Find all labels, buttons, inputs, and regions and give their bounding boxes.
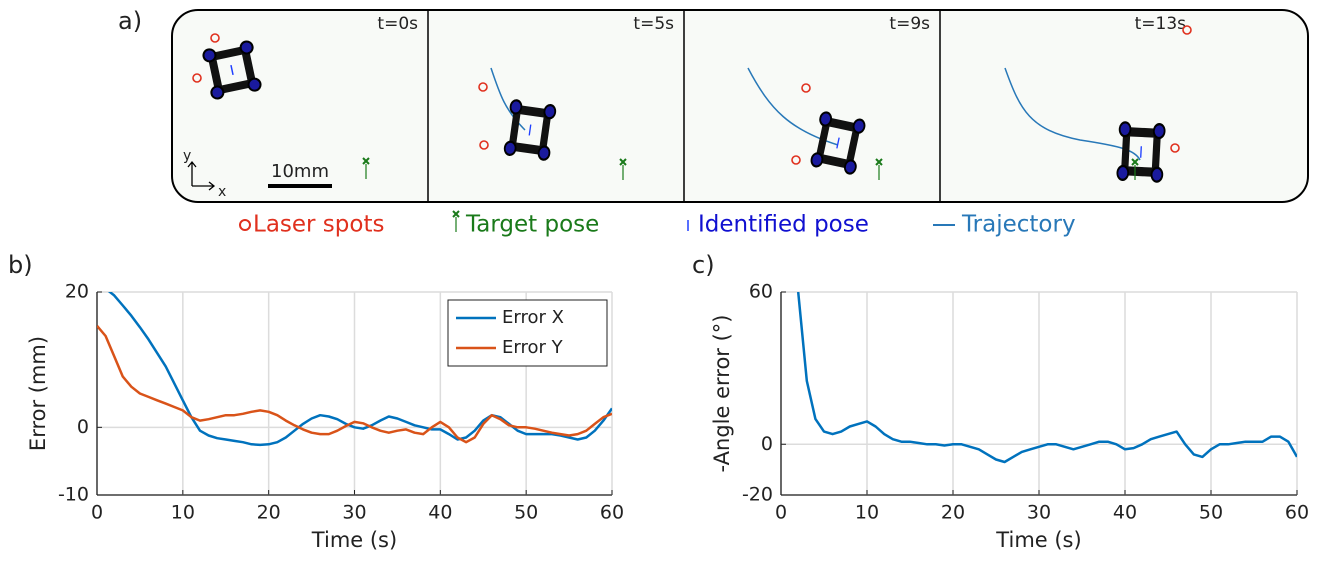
legend-label: Laser spots	[253, 212, 384, 238]
panel-label: b)	[8, 251, 33, 279]
legend-label: Error Y	[502, 337, 564, 358]
legend-label: Error X	[502, 307, 564, 328]
time-label: t=0s	[377, 14, 418, 34]
time-label: t=13s	[1135, 14, 1187, 34]
legend-box	[447, 299, 608, 367]
x-tick-label: 60	[1285, 502, 1309, 524]
x-tick-label: 30	[1027, 502, 1051, 524]
x-tick-label: 50	[514, 502, 538, 524]
x-tick-label: 20	[257, 502, 281, 524]
x-tick-label: 0	[91, 502, 103, 524]
data-line	[796, 292, 1297, 464]
y-tick-label: 0	[761, 433, 773, 455]
y-tick-label: 20	[65, 281, 89, 303]
x-tick-label: 50	[1199, 502, 1223, 524]
axis-indicator-label: y	[183, 148, 191, 164]
laser-spots	[192, 25, 1192, 165]
y-axis-label: Error (mm)	[26, 336, 50, 451]
data-line	[97, 324, 612, 444]
legend-label: Identified pose	[698, 212, 869, 238]
x-tick-label: 20	[941, 502, 965, 524]
scale-bar-label: 10mm	[271, 161, 329, 182]
x-tick-label: 30	[342, 502, 366, 524]
time-label: t=9s	[889, 14, 930, 34]
x-axis-label: Time (s)	[995, 528, 1081, 552]
legend-marker	[239, 219, 251, 231]
y-tick-label: 0	[77, 416, 89, 438]
data-line	[107, 292, 612, 447]
x-tick-label: 40	[428, 502, 452, 524]
x-tick-label: 60	[600, 502, 624, 524]
axis-indicator-label: x	[218, 184, 226, 200]
legend-label: Trajectory	[961, 212, 1076, 238]
snapshot-frame	[171, 9, 1309, 203]
legend-marker	[452, 210, 460, 233]
plot-area	[796, 292, 1297, 464]
y-tick-label: -20	[742, 484, 773, 506]
x-axis-label: Time (s)	[311, 528, 397, 552]
legend-label: Target pose	[465, 212, 599, 238]
y-tick-label: -10	[58, 484, 89, 506]
snapshot-dividers	[427, 10, 941, 202]
x-tick-label: 10	[171, 502, 195, 524]
y-axis-label: -Angle error (°)	[710, 315, 734, 473]
x-tick-label: 0	[775, 502, 787, 524]
panel-label: a)	[118, 7, 142, 35]
y-tick-label: 60	[749, 281, 773, 303]
x-tick-label: 40	[1113, 502, 1137, 524]
plot-area	[97, 292, 612, 447]
panel-label: c)	[692, 251, 715, 279]
axes-indicator	[187, 160, 216, 191]
x-tick-label: 10	[855, 502, 879, 524]
time-label: t=5s	[633, 14, 674, 34]
